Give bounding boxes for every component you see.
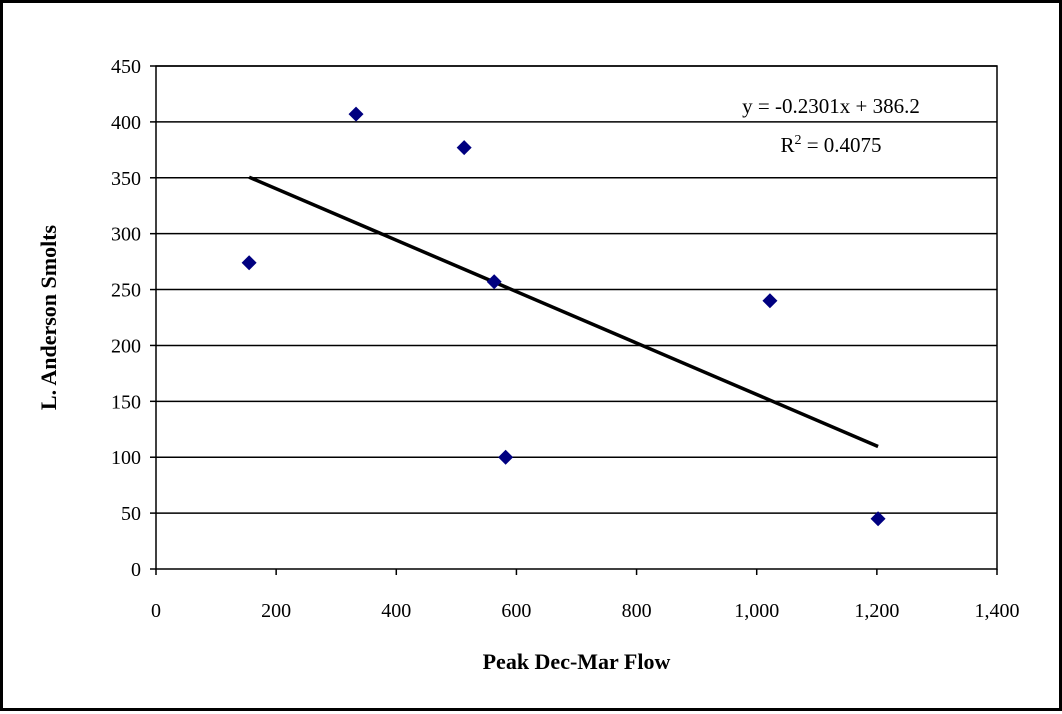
- y-tick-label: 450: [111, 56, 141, 78]
- data-point-3: [456, 140, 472, 156]
- y-tick-label: 150: [111, 391, 141, 413]
- x-tick-label: 800: [622, 600, 652, 622]
- y-tick-label: 400: [111, 112, 141, 134]
- x-tick-label: 0: [151, 600, 161, 622]
- y-tick-label: 50: [121, 503, 141, 525]
- y-axis-title: L. Anderson Smolts: [36, 224, 61, 410]
- r-squared-superscript: 2: [794, 133, 801, 148]
- r-squared-label: R2 = 0.4075: [780, 133, 881, 157]
- y-tick-label: 300: [111, 224, 141, 246]
- data-point-7: [870, 511, 886, 527]
- x-tick-label: 1,000: [734, 600, 779, 622]
- x-axis: 0 200 400 600 800 1,000 1,200 1,400: [151, 569, 1020, 622]
- y-axis: 0 50 100 150 200 250 300 350 400 450: [111, 56, 156, 581]
- data-point-4: [486, 274, 502, 290]
- data-point-2: [348, 106, 364, 122]
- y-tick-label: 0: [131, 559, 141, 581]
- r-squared-prefix: R: [780, 133, 794, 157]
- r-squared-value: = 0.4075: [801, 133, 881, 157]
- scatter-chart: 0 200 400 600 800 1,000 1,200 1,400 05010015020…: [36, 56, 1020, 674]
- x-tick-label: 1,400: [975, 600, 1020, 622]
- y-tick-label: 250: [111, 280, 141, 302]
- data-point-6: [762, 293, 778, 309]
- x-tick-label: 400: [381, 600, 411, 622]
- data-point-5: [498, 449, 514, 465]
- trendline: [248, 175, 879, 449]
- x-axis-title: Peak Dec-Mar Flow: [483, 649, 671, 674]
- y-tick-label: 350: [111, 168, 141, 190]
- plot-area: [155, 65, 998, 570]
- trendline-group: [248, 175, 879, 449]
- data-points: [241, 106, 886, 527]
- data-point-1: [241, 255, 257, 271]
- x-tick-label: 600: [501, 600, 531, 622]
- x-tick-label: 1,200: [854, 600, 899, 622]
- trendline-equation: y = -0.2301x + 386.2: [742, 94, 920, 118]
- y-tick-label: 100: [111, 447, 141, 469]
- x-tick-label: 200: [261, 600, 291, 622]
- y-tick-label: 200: [111, 335, 141, 357]
